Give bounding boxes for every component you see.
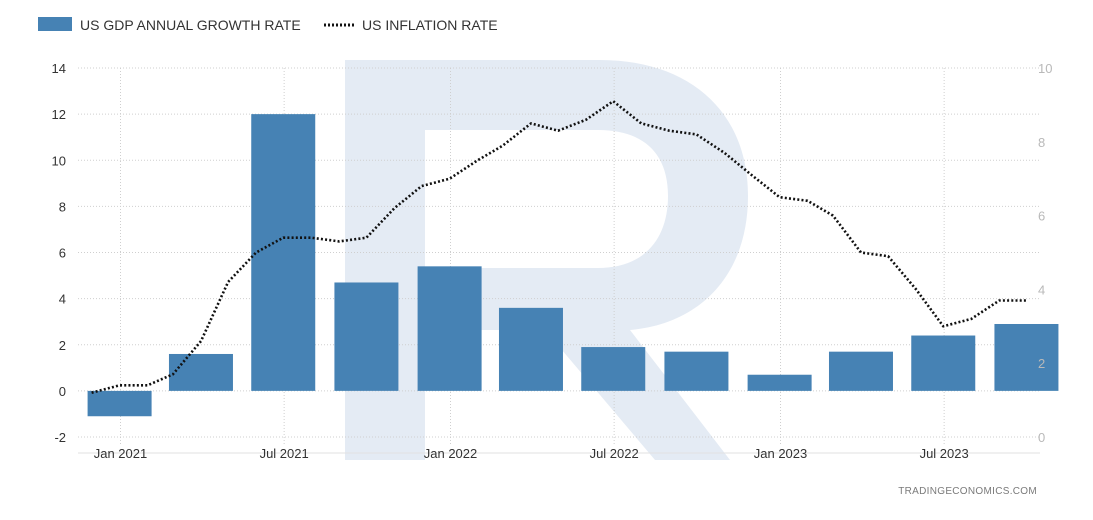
gdp-bar — [168, 353, 233, 391]
gdp-bars — [87, 114, 1059, 417]
gdp-bar — [251, 114, 316, 391]
x-tick-label: Jul 2021 — [260, 446, 309, 461]
gdp-bar — [994, 323, 1059, 391]
legend-gdp-swatch — [38, 17, 72, 31]
watermark-logo — [345, 60, 748, 460]
x-tick-label: Jan 2023 — [754, 446, 808, 461]
gdp-bar — [87, 390, 152, 417]
inflation-line-path — [91, 99, 1027, 394]
gdp-bar — [911, 335, 976, 391]
right-tick-label: 2 — [1038, 356, 1045, 371]
gdp-bar — [828, 351, 893, 391]
left-tick-label: 2 — [59, 338, 66, 353]
right-tick-label: 0 — [1038, 430, 1045, 445]
left-tick-label: 10 — [52, 153, 66, 168]
legend-inflation-label: US INFLATION RATE — [362, 17, 498, 33]
x-tick-label: Jul 2022 — [590, 446, 639, 461]
credit-label: TRADINGECONOMICS.COM — [898, 486, 1037, 497]
left-tick-label: 6 — [59, 246, 66, 261]
legend-gdp-label: US GDP ANNUAL GROWTH RATE — [80, 17, 301, 33]
left-tick-label: 14 — [52, 61, 66, 76]
left-axis: 14 12 10 8 6 4 2 0 -2 — [52, 61, 66, 445]
right-tick-label: 4 — [1038, 282, 1045, 297]
x-axis: Jan 2021 Jul 2021 Jan 2022 Jul 2022 Jan 2023… — [78, 446, 1040, 461]
left-tick-label: 4 — [59, 292, 66, 307]
right-tick-label: 10 — [1038, 61, 1052, 76]
gdp-bar — [417, 266, 482, 391]
gdp-bar — [334, 282, 399, 391]
inflation-line — [91, 99, 1027, 394]
left-tick-label: 8 — [59, 199, 66, 214]
gdp-bar — [664, 351, 729, 391]
right-axis: 10 8 6 4 2 0 — [1038, 61, 1052, 445]
left-tick-label: 12 — [52, 107, 66, 122]
left-tick-label: 0 — [59, 384, 66, 399]
right-tick-label: 8 — [1038, 135, 1045, 150]
gdp-bar — [747, 374, 812, 391]
gdp-bar — [581, 347, 646, 391]
right-tick-label: 6 — [1038, 209, 1045, 224]
x-tick-label: Jan 2021 — [94, 446, 148, 461]
x-tick-label: Jul 2023 — [920, 446, 969, 461]
legend: US GDP ANNUAL GROWTH RATE US INFLATION R… — [38, 17, 498, 33]
x-tick-label: Jan 2022 — [424, 446, 478, 461]
left-tick-label: -2 — [54, 430, 66, 445]
gdp-bar — [498, 307, 563, 391]
